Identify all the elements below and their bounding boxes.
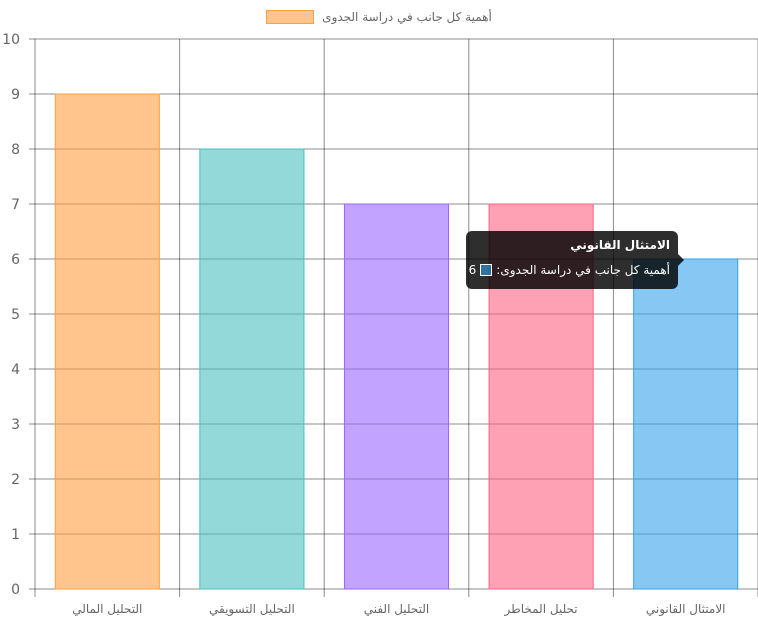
- y-tick-label: 4: [11, 362, 20, 378]
- chart-tooltip: الامتثال القانوني أهمية كل جانب في دراسة…: [466, 231, 684, 289]
- chart-legend: أهمية كل جانب في دراسة الجدوى: [0, 10, 758, 24]
- x-tick-label: تحليل المخاطر: [504, 602, 578, 617]
- y-tick-label: 0: [11, 582, 20, 598]
- x-tick-label: التحليل الفني: [364, 602, 430, 616]
- legend-item[interactable]: أهمية كل جانب في دراسة الجدوى: [266, 10, 492, 24]
- bar: [54, 93, 160, 590]
- tooltip-value: 6: [468, 263, 477, 277]
- y-tick-label: 6: [11, 252, 20, 268]
- bar: [199, 148, 305, 590]
- y-tick-label: 2: [11, 472, 20, 488]
- bar: [633, 258, 739, 590]
- legend-swatch: [266, 10, 315, 24]
- tooltip-label: أهمية كل جانب في دراسة الجدوى:: [496, 263, 670, 277]
- y-tick-label: 3: [11, 417, 20, 433]
- x-tick-label: الامتثال القانوني: [646, 602, 726, 617]
- tooltip-title: الامتثال القانوني: [570, 238, 670, 252]
- y-tick-label: 9: [11, 87, 20, 103]
- tooltip-swatch: [480, 264, 493, 276]
- y-tick-label: 8: [11, 142, 20, 158]
- bar: [343, 203, 450, 590]
- x-tick-label: التحليل التسويقي: [209, 602, 295, 617]
- y-tick-label: 5: [11, 307, 20, 323]
- y-tick-label: 10: [2, 32, 20, 48]
- tooltip-body: أهمية كل جانب في دراسة الجدوى: 6: [469, 263, 670, 277]
- y-tick-label: 1: [11, 527, 20, 543]
- x-tick-label: التحليل المالي: [72, 602, 142, 616]
- y-tick-label: 7: [11, 197, 20, 213]
- legend-label: أهمية كل جانب في دراسة الجدوى: [322, 10, 492, 24]
